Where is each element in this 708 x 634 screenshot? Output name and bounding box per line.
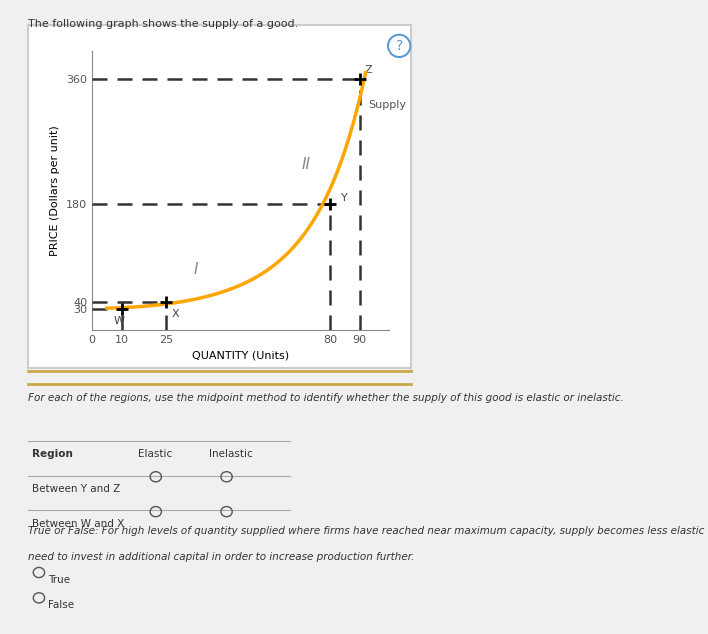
Text: For each of the regions, use the midpoint method to identify whether the supply : For each of the regions, use the midpoin…: [28, 393, 624, 403]
Text: Elastic: Elastic: [138, 449, 172, 459]
Text: The following graph shows the supply of a good.: The following graph shows the supply of …: [28, 19, 299, 29]
Text: W: W: [113, 316, 125, 326]
Text: II: II: [302, 157, 311, 172]
Text: False: False: [48, 600, 74, 611]
Text: Between Y and Z: Between Y and Z: [32, 484, 120, 494]
Text: ?: ?: [396, 39, 403, 53]
Text: Inelastic: Inelastic: [209, 449, 253, 459]
Y-axis label: PRICE (Dollars per unit): PRICE (Dollars per unit): [50, 125, 60, 256]
Text: Region: Region: [32, 449, 73, 459]
Text: I: I: [194, 262, 198, 277]
Text: X: X: [171, 309, 179, 319]
Text: Z: Z: [365, 65, 372, 75]
Text: True or False: For high levels of quantity supplied where firms have reached nea: True or False: For high levels of quanti…: [28, 526, 708, 536]
X-axis label: QUANTITY (Units): QUANTITY (Units): [192, 350, 290, 360]
Text: True: True: [48, 575, 70, 585]
Text: need to invest in additional capital in order to increase production further.: need to invest in additional capital in …: [28, 552, 415, 562]
Text: Between W and X: Between W and X: [32, 519, 124, 529]
Text: Y: Y: [341, 193, 348, 203]
Text: Supply: Supply: [369, 100, 406, 110]
